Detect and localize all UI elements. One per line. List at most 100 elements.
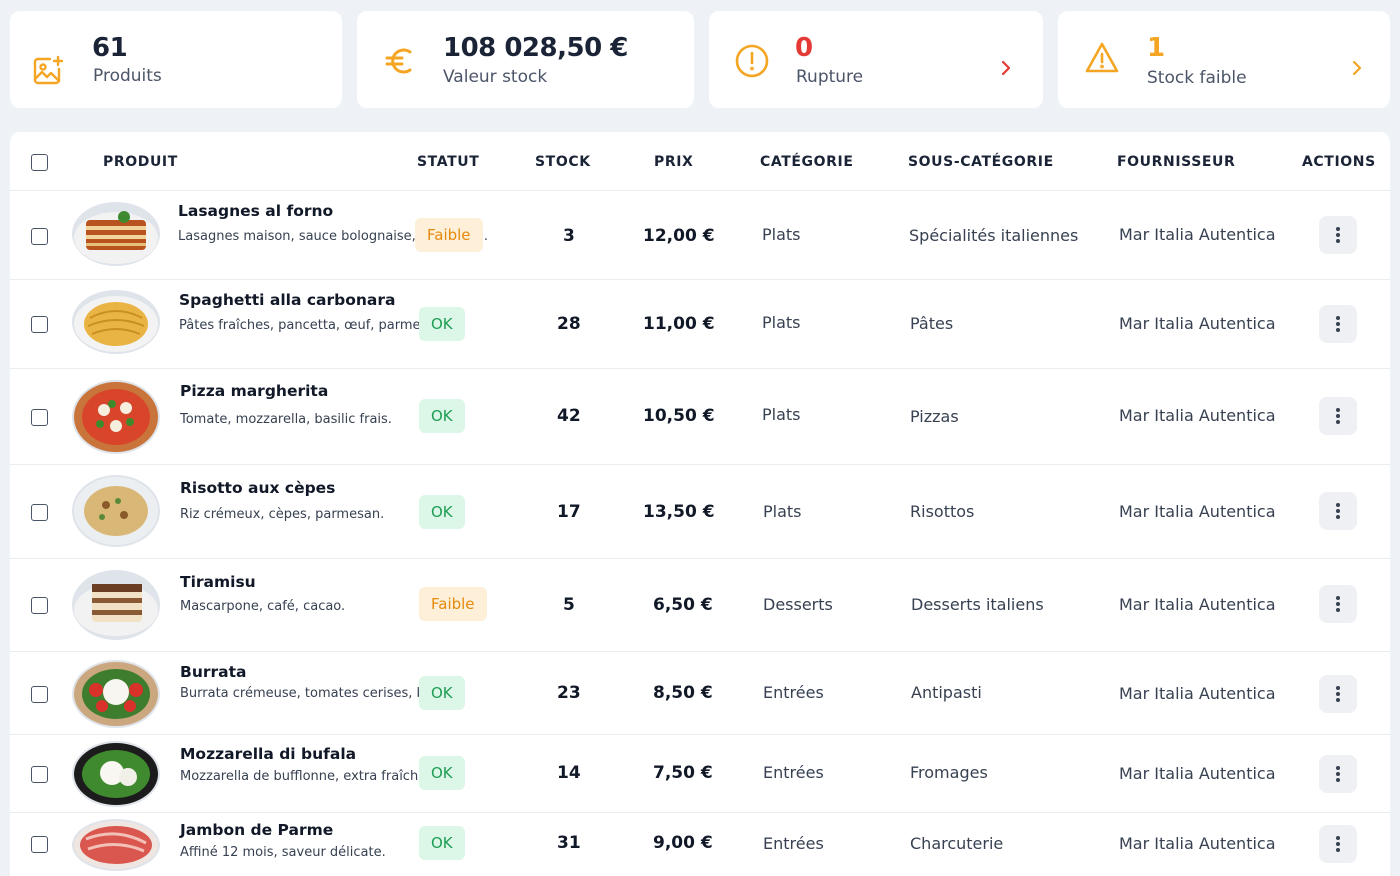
out-of-stock-label: Rupture bbox=[796, 67, 864, 87]
price-value: 9,00 € bbox=[653, 833, 713, 853]
stat-card-low-stock[interactable]: 1 Stock faible bbox=[1058, 11, 1390, 108]
row-checkbox[interactable] bbox=[31, 228, 48, 245]
header-subcategory[interactable]: SOUS-CATÉGORIE bbox=[908, 154, 1054, 170]
stock-value: 14 bbox=[557, 763, 581, 783]
header-stock[interactable]: STOCK bbox=[535, 154, 591, 170]
row-actions-button[interactable] bbox=[1319, 825, 1357, 863]
status-badge: Faible bbox=[419, 587, 487, 621]
stock-value: 31 bbox=[557, 833, 581, 853]
mozzarella-image bbox=[72, 741, 160, 807]
header-price[interactable]: PRIX bbox=[654, 154, 694, 170]
row-actions-button[interactable] bbox=[1319, 585, 1357, 623]
subcategory-value: Risottos bbox=[910, 502, 975, 521]
risotto-image bbox=[72, 475, 160, 547]
euro-icon bbox=[384, 44, 420, 80]
stock-value: 17 bbox=[557, 502, 581, 522]
stat-card-products: 61 Produits bbox=[10, 11, 342, 108]
tiramisu-image bbox=[72, 570, 160, 640]
row-checkbox[interactable] bbox=[31, 597, 48, 614]
product-name: Burrata bbox=[180, 663, 247, 681]
parma-ham-image bbox=[72, 819, 160, 871]
price-value: 13,50 € bbox=[643, 502, 715, 522]
category-value: Plats bbox=[762, 405, 801, 424]
subcategory-value: Charcuterie bbox=[910, 834, 1004, 853]
status-badge: Faible bbox=[415, 218, 483, 252]
product-description: Pâtes fraîches, pancetta, œuf, parmesan. bbox=[179, 318, 448, 333]
stock-value: 23 bbox=[557, 683, 581, 703]
row-checkbox[interactable] bbox=[31, 766, 48, 783]
product-name: Mozzarella di bufala bbox=[180, 745, 357, 763]
products-count: 61 bbox=[92, 33, 128, 63]
header-supplier[interactable]: FOURNISSEUR bbox=[1117, 154, 1236, 170]
burrata-image bbox=[72, 660, 160, 728]
status-badge: OK bbox=[419, 495, 465, 529]
alert-circle-icon bbox=[734, 43, 770, 79]
supplier-value: Mar Italia Autentica bbox=[1119, 225, 1276, 244]
row-actions-button[interactable] bbox=[1319, 216, 1357, 254]
row-checkbox[interactable] bbox=[31, 409, 48, 426]
category-value: Entrées bbox=[763, 683, 824, 702]
supplier-value: Mar Italia Autentica bbox=[1119, 834, 1276, 853]
status-badge: OK bbox=[419, 307, 465, 341]
product-name: Risotto aux cèpes bbox=[180, 479, 336, 497]
spaghetti-image bbox=[72, 290, 160, 354]
row-actions-button[interactable] bbox=[1319, 755, 1357, 793]
subcategory-value: Pâtes bbox=[910, 314, 954, 333]
row-checkbox[interactable] bbox=[31, 686, 48, 703]
header-actions: ACTIONS bbox=[1302, 154, 1376, 170]
row-actions-button[interactable] bbox=[1319, 675, 1357, 713]
row-actions-button[interactable] bbox=[1319, 397, 1357, 435]
product-description: Tomate, mozzarella, basilic frais. bbox=[180, 412, 392, 427]
subcategory-value: Pizzas bbox=[910, 407, 959, 426]
category-value: Entrées bbox=[763, 834, 824, 853]
status-badge: OK bbox=[419, 399, 465, 433]
product-description: Burrata crémeuse, tomates cerises, basil… bbox=[180, 686, 462, 701]
supplier-value: Mar Italia Autentica bbox=[1119, 764, 1276, 783]
category-value: Plats bbox=[763, 502, 802, 521]
category-value: Entrées bbox=[763, 763, 824, 782]
stat-card-out-of-stock[interactable]: 0 Rupture bbox=[709, 11, 1043, 108]
header-product[interactable]: PRODUIT bbox=[103, 154, 178, 170]
stock-value: 5 bbox=[563, 595, 575, 615]
product-description: Affiné 12 mois, saveur délicate. bbox=[180, 845, 386, 860]
lasagna-image bbox=[72, 202, 160, 266]
stock-value: 28 bbox=[557, 314, 581, 334]
product-description: Mascarpone, café, cacao. bbox=[180, 599, 346, 614]
price-value: 10,50 € bbox=[643, 406, 715, 426]
product-name: Pizza margherita bbox=[180, 382, 329, 400]
table-row[interactable]: Tiramisu Mascarpone, café, cacao. Faible… bbox=[10, 559, 1390, 652]
subcategory-value: Desserts italiens bbox=[911, 595, 1044, 614]
products-label: Produits bbox=[93, 66, 162, 86]
row-checkbox[interactable] bbox=[31, 316, 48, 333]
pizza-image bbox=[72, 380, 160, 454]
status-badge: OK bbox=[419, 676, 465, 710]
table-row[interactable]: Burrata Burrata crémeuse, tomates cerise… bbox=[10, 652, 1390, 735]
table-row[interactable]: Pizza margherita Tomate, mozzarella, bas… bbox=[10, 369, 1390, 465]
product-description: Lasagnes maison, sauce bolognaise, bécha… bbox=[178, 229, 488, 244]
product-description: Riz crémeux, cèpes, parmesan. bbox=[180, 507, 385, 522]
category-value: Desserts bbox=[763, 595, 833, 614]
supplier-value: Mar Italia Autentica bbox=[1119, 595, 1276, 614]
header-status[interactable]: STATUT bbox=[417, 154, 480, 170]
table-row[interactable]: Jambon de Parme Affiné 12 mois, saveur d… bbox=[10, 813, 1390, 876]
row-actions-button[interactable] bbox=[1319, 492, 1357, 530]
image-add-icon bbox=[31, 54, 67, 90]
chevron-right-icon[interactable] bbox=[1000, 60, 1014, 76]
select-all-checkbox[interactable] bbox=[31, 154, 48, 171]
stat-card-stock-value: 108 028,50 € Valeur stock bbox=[357, 11, 694, 108]
status-badge: OK bbox=[419, 826, 465, 860]
row-checkbox[interactable] bbox=[31, 504, 48, 521]
header-category[interactable]: CATÉGORIE bbox=[760, 154, 854, 170]
row-checkbox[interactable] bbox=[31, 836, 48, 853]
product-name: Lasagnes al forno bbox=[178, 202, 334, 220]
product-description: Mozzarella de bufflonne, extra fraîche. bbox=[180, 769, 431, 784]
table-row[interactable]: Risotto aux cèpes Riz crémeux, cèpes, pa… bbox=[10, 465, 1390, 559]
supplier-value: Mar Italia Autentica bbox=[1119, 406, 1276, 425]
table-row[interactable]: Spaghetti alla carbonara Pâtes fraîches,… bbox=[10, 280, 1390, 369]
row-actions-button[interactable] bbox=[1319, 305, 1357, 343]
table-row[interactable]: Mozzarella di bufala Mozzarella de buffl… bbox=[10, 735, 1390, 813]
low-stock-label: Stock faible bbox=[1147, 68, 1247, 88]
table-row[interactable]: Lasagnes al forno Lasagnes maison, sauce… bbox=[10, 191, 1390, 280]
chevron-right-icon[interactable] bbox=[1351, 60, 1365, 76]
subcategory-value: Antipasti bbox=[911, 683, 982, 702]
